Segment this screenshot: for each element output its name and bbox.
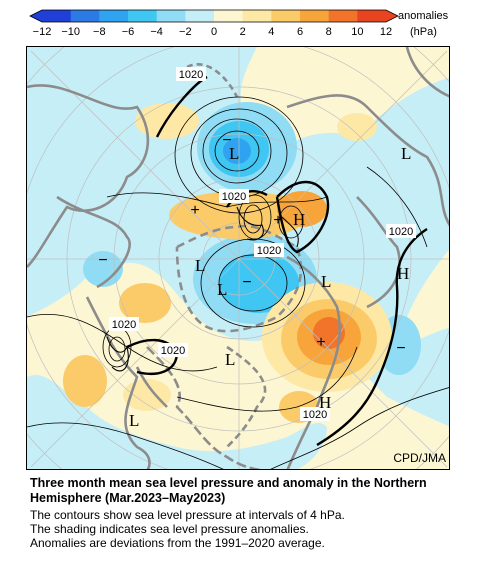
terrain-contours (106, 206, 299, 372)
colorbar-outline (29, 9, 399, 23)
colorbar-tick-label: −2 (179, 26, 192, 38)
anomaly-plus-marker: + (273, 212, 282, 229)
anomaly-minus-marker: − (396, 340, 405, 357)
high-center: H (319, 393, 331, 412)
colorbar-tick-label: 8 (325, 26, 332, 38)
colorbar-segment (357, 10, 387, 22)
colorbar-tick-label: 12 (379, 26, 393, 38)
high-center: H (397, 264, 409, 283)
colorbar-segment (128, 10, 158, 22)
negative-anomaly-region (27, 47, 87, 167)
pressure-centers: L L L L L L L H H H (129, 144, 411, 430)
colorbar-tick-label: 0 (210, 26, 218, 38)
colorbar-left-arrow (30, 10, 42, 22)
anomaly-markers: + + + − − − − (98, 132, 405, 357)
anomaly-minus-marker: − (222, 132, 231, 149)
anomaly-plus-marker: + (316, 334, 325, 351)
colorbar-units-hpa: (hPa) (410, 26, 437, 38)
negative-anomaly-region (367, 327, 449, 427)
contour-label: 1020 (389, 226, 413, 238)
negative-anomaly-region (27, 375, 327, 469)
colorbar-segment (214, 10, 244, 22)
anomaly-minus-marker: − (98, 252, 107, 269)
positive-anomaly-region (63, 355, 107, 407)
low-center: L (217, 280, 227, 299)
negative-anomaly-core (223, 138, 251, 164)
low-center: L (229, 144, 239, 163)
positive-anomaly-region (119, 283, 171, 323)
contour-label: 1020 (179, 69, 203, 81)
caption-line: The shading indicates sea level pressure… (30, 522, 309, 536)
contour-labels: 1020 1020 1020 1020 1020 1020 1020 (109, 67, 416, 421)
colorbar-segment (42, 10, 72, 22)
colorbar-tick-label: −8 (93, 26, 106, 38)
colorbar-segment (271, 10, 301, 22)
negative-anomaly-core (83, 251, 123, 287)
low-center: L (401, 144, 411, 163)
contour-label: 1020 (257, 245, 281, 257)
colorbar-units-label: anomalies (398, 10, 449, 22)
colorbar-tick-label: −10 (61, 26, 80, 38)
caption-line: Anomalies are deviations from the 1991–2… (30, 536, 325, 550)
high-center: H (293, 210, 305, 229)
colorbar-segment (70, 10, 100, 22)
low-center: L (129, 411, 139, 430)
contour-label: 1020 (303, 409, 327, 421)
low-center: L (195, 256, 205, 275)
credit-label: CPD/JMA (393, 451, 446, 465)
polar-stereographic-map: 1020 1020 1020 1020 1020 1020 1020 L L L… (26, 46, 450, 470)
contour-label: 1020 (161, 345, 185, 357)
low-center: L (225, 350, 235, 369)
low-center: L (321, 272, 331, 291)
contour-label: 1020 (222, 191, 246, 203)
colorbar-segment (300, 10, 330, 22)
map-svg: 1020 1020 1020 1020 1020 1020 1020 L L L… (27, 47, 449, 469)
anomaly-colorbar: anomalies (hPa) −12 −10 −8 −6 −4 −2 0 2 4 6 8 10 12 (0, 0, 480, 50)
colorbar-svg (29, 9, 399, 23)
colorbar-segment (328, 10, 358, 22)
caption-line: The contours show sea level pressure at … (30, 508, 345, 522)
colorbar-tick-label: 4 (268, 26, 275, 38)
anomaly-minus-marker: − (242, 274, 251, 291)
anomaly-plus-marker: + (190, 202, 199, 219)
caption-title: Three month mean sea level pressure and … (30, 476, 427, 505)
colorbar-segment (99, 10, 129, 22)
colorbar-segment (185, 10, 215, 22)
positive-anomaly-region (123, 379, 171, 411)
colorbar-tick-label: 6 (296, 26, 304, 38)
contour-label: 1020 (112, 319, 136, 331)
meridians (27, 47, 449, 469)
colorbar-tick-label: 2 (239, 26, 246, 38)
colorbar-segment (156, 10, 186, 22)
positive-anomaly-region (337, 113, 377, 141)
colorbar-segment (242, 10, 272, 22)
colorbar-right-arrow (386, 10, 398, 22)
colorbar-tick-label: 10 (351, 26, 364, 38)
colorbar-tick-label: −4 (150, 26, 163, 38)
colorbar-tick-label: −12 (32, 26, 52, 38)
colorbar-tick-label: −6 (121, 26, 135, 38)
